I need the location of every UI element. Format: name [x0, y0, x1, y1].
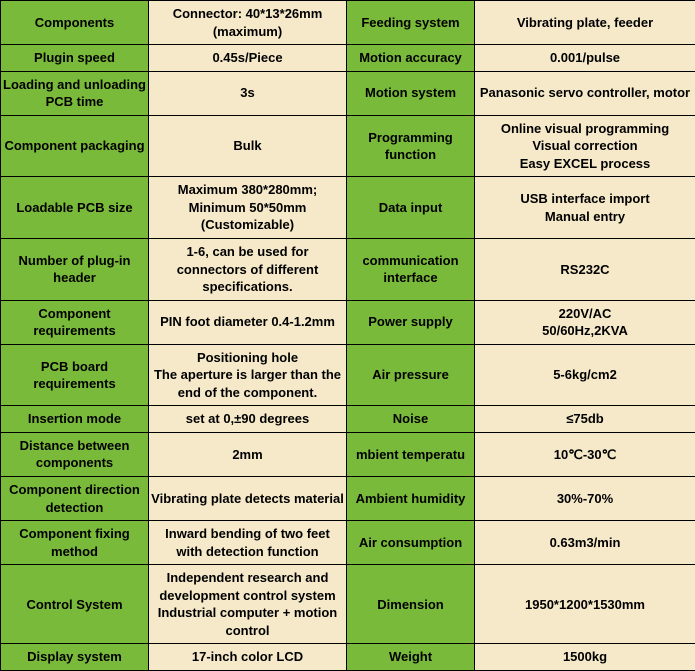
spec-label-left: Component direction detection [1, 477, 149, 521]
spec-value-right: Vibrating plate, feeder [475, 1, 695, 45]
spec-value-left: 2mm [149, 432, 347, 476]
specifications-table: ComponentsConnector: 40*13*26mm (maximum… [0, 0, 695, 671]
table-body: ComponentsConnector: 40*13*26mm (maximum… [1, 1, 695, 671]
spec-label-left: PCB board requirements [1, 344, 149, 406]
spec-value-left: Inward bending of two feet with detectio… [149, 521, 347, 565]
table-row: Component requirementsPIN foot diameter … [1, 300, 695, 344]
spec-label-right: Dimension [347, 565, 475, 644]
spec-label-left: Plugin speed [1, 45, 149, 72]
table-row: Distance between components2mmmbient tem… [1, 432, 695, 476]
spec-label-right: Programming function [347, 115, 475, 177]
table-row: Insertion modeset at 0,±90 degreesNoise≤… [1, 406, 695, 433]
table-row: Component packagingBulkProgramming funct… [1, 115, 695, 177]
table-row: PCB board requirementsPositioning holeTh… [1, 344, 695, 406]
spec-value-right: Online visual programmingVisual correcti… [475, 115, 695, 177]
spec-value-left: Bulk [149, 115, 347, 177]
spec-label-left: Insertion mode [1, 406, 149, 433]
spec-value-left: 1-6, can be used for connectors of diffe… [149, 239, 347, 301]
spec-value-right: 1950*1200*1530mm [475, 565, 695, 644]
spec-label-left: Number of plug-in header [1, 239, 149, 301]
spec-value-right: 220V/AC50/60Hz,2KVA [475, 300, 695, 344]
spec-label-left: Component fixing method [1, 521, 149, 565]
spec-label-left: Loadable PCB size [1, 177, 149, 239]
table-row: Display system17-inch color LCDWeight150… [1, 644, 695, 671]
spec-value-right: 5-6kg/cm2 [475, 344, 695, 406]
spec-value-left: PIN foot diameter 0.4-1.2mm [149, 300, 347, 344]
spec-label-right: Motion system [347, 71, 475, 115]
table-row: Number of plug-in header1-6, can be used… [1, 239, 695, 301]
spec-label-left: Control System [1, 565, 149, 644]
spec-value-left: set at 0,±90 degrees [149, 406, 347, 433]
spec-value-right: 0.001/pulse [475, 45, 695, 72]
spec-label-right: Air pressure [347, 344, 475, 406]
spec-label-right: Feeding system [347, 1, 475, 45]
spec-value-right: RS232C [475, 239, 695, 301]
spec-label-right: Power supply [347, 300, 475, 344]
spec-value-left: Positioning holeThe aperture is larger t… [149, 344, 347, 406]
spec-label-right: Data input [347, 177, 475, 239]
spec-label-right: Weight [347, 644, 475, 671]
spec-value-left: Independent research and development con… [149, 565, 347, 644]
spec-label-right: communication interface [347, 239, 475, 301]
spec-label-left: Component requirements [1, 300, 149, 344]
table-row: Component fixing methodInward bending of… [1, 521, 695, 565]
spec-label-left: Distance between components [1, 432, 149, 476]
spec-label-right: Motion accuracy [347, 45, 475, 72]
spec-label-left: Display system [1, 644, 149, 671]
table-row: Control SystemIndependent research and d… [1, 565, 695, 644]
spec-value-left: 0.45s/Piece [149, 45, 347, 72]
spec-value-right: 10℃-30℃ [475, 432, 695, 476]
table-row: Plugin speed0.45s/PieceMotion accuracy0.… [1, 45, 695, 72]
spec-label-right: Noise [347, 406, 475, 433]
spec-label-left: Components [1, 1, 149, 45]
spec-value-right: ≤75db [475, 406, 695, 433]
spec-label-left: Loading and unloading PCB time [1, 71, 149, 115]
spec-label-right: Air consumption [347, 521, 475, 565]
spec-label-right: Ambient humidity [347, 477, 475, 521]
spec-value-right: 1500kg [475, 644, 695, 671]
spec-value-right: 30%-70% [475, 477, 695, 521]
spec-label-left: Component packaging [1, 115, 149, 177]
spec-value-left: 3s [149, 71, 347, 115]
table-row: Component direction detectionVibrating p… [1, 477, 695, 521]
table-row: Loadable PCB sizeMaximum 380*280mm;Minim… [1, 177, 695, 239]
spec-value-right: Panasonic servo controller, motor [475, 71, 695, 115]
spec-value-left: Vibrating plate detects material [149, 477, 347, 521]
table-row: Loading and unloading PCB time3sMotion s… [1, 71, 695, 115]
spec-label-right: mbient temperatu [347, 432, 475, 476]
spec-value-left: Connector: 40*13*26mm (maximum) [149, 1, 347, 45]
spec-value-right: USB interface importManual entry [475, 177, 695, 239]
spec-value-left: Maximum 380*280mm;Minimum 50*50mm(Custom… [149, 177, 347, 239]
table-row: ComponentsConnector: 40*13*26mm (maximum… [1, 1, 695, 45]
spec-value-right: 0.63m3/min [475, 521, 695, 565]
spec-value-left: 17-inch color LCD [149, 644, 347, 671]
